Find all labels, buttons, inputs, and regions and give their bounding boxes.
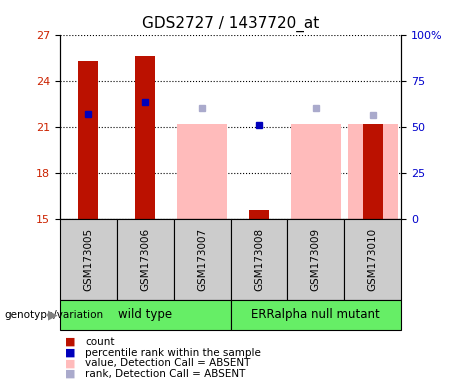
Text: ■: ■ (65, 337, 75, 347)
Text: rank, Detection Call = ABSENT: rank, Detection Call = ABSENT (85, 369, 246, 379)
Bar (174, 219, 230, 300)
Text: value, Detection Call = ABSENT: value, Detection Call = ABSENT (85, 358, 251, 368)
Bar (249, 210, 269, 219)
Text: ERRalpha null mutant: ERRalpha null mutant (251, 308, 380, 321)
Bar (135, 56, 155, 219)
Bar (177, 124, 227, 219)
Text: ▶: ▶ (48, 308, 58, 321)
Text: GSM173007: GSM173007 (197, 228, 207, 291)
Text: GSM173008: GSM173008 (254, 228, 264, 291)
Text: count: count (85, 337, 115, 347)
Text: ■: ■ (65, 358, 75, 368)
Bar (230, 300, 401, 330)
Text: GSM173005: GSM173005 (83, 228, 94, 291)
Bar (230, 219, 287, 300)
Text: ■: ■ (65, 369, 75, 379)
Text: wild type: wild type (118, 308, 172, 321)
Bar (291, 124, 341, 219)
Bar (363, 124, 383, 219)
Bar (60, 300, 230, 330)
Bar (348, 124, 397, 219)
Bar (78, 61, 98, 219)
Bar (117, 219, 174, 300)
Bar (60, 219, 117, 300)
Text: GSM173009: GSM173009 (311, 228, 321, 291)
Text: GSM173010: GSM173010 (367, 228, 378, 291)
Text: GDS2727 / 1437720_at: GDS2727 / 1437720_at (142, 15, 319, 31)
Bar (344, 219, 401, 300)
Text: genotype/variation: genotype/variation (5, 310, 104, 320)
Bar (287, 219, 344, 300)
Text: ■: ■ (65, 348, 75, 358)
Text: GSM173006: GSM173006 (140, 228, 150, 291)
Text: percentile rank within the sample: percentile rank within the sample (85, 348, 261, 358)
